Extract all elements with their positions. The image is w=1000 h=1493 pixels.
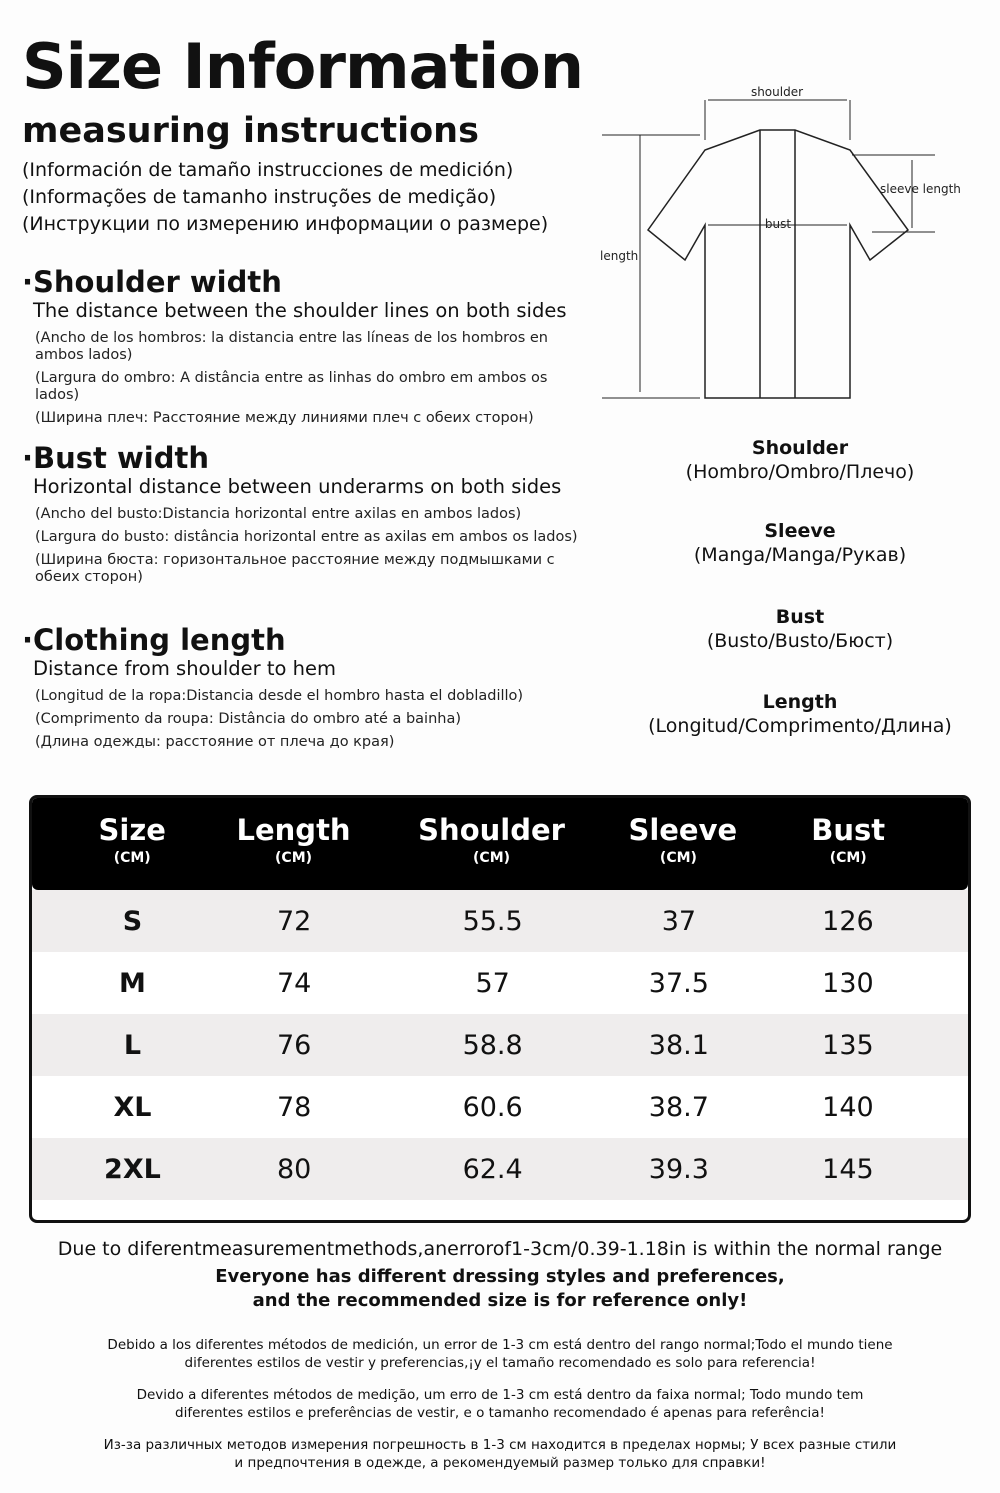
legend-translation: (Busto/Busto/Бюст) bbox=[706, 630, 894, 652]
garment-measurement-diagram: shoulder sleeve length bust length bbox=[600, 85, 961, 399]
table-cell: 74 bbox=[277, 967, 312, 999]
subtitle-translation-ru: (Инструкции по измерению информации о ра… bbox=[22, 213, 549, 235]
header-unit: (CM) bbox=[275, 850, 313, 866]
table-cell: S bbox=[122, 905, 143, 937]
table-cell: 57 bbox=[475, 967, 510, 999]
note-ru-2: и предпочтения в одежде, а рекомендуемый… bbox=[234, 1455, 766, 1471]
table-cell: 37 bbox=[661, 905, 697, 937]
header-unit: (CM) bbox=[659, 850, 697, 866]
legend-sleeve: Sleeve (Manga/Manga/Рукав) bbox=[620, 520, 980, 567]
table-cell: 76 bbox=[277, 1029, 312, 1061]
table-cell: 2XL bbox=[104, 1153, 161, 1185]
translation: (Comprimento da roupa: Distância do ombr… bbox=[35, 711, 462, 727]
table-row: 2XL 80 62.4 39.3 145 bbox=[32, 1138, 968, 1200]
reference-note-2: and the recommended size is for referenc… bbox=[252, 1290, 748, 1311]
header-label: Shoulder bbox=[418, 813, 565, 847]
header-label: Bust bbox=[811, 813, 886, 847]
table-cell: XL bbox=[113, 1091, 152, 1123]
legend-term: Length bbox=[762, 691, 838, 713]
reference-note-1: Everyone has different dressing styles a… bbox=[215, 1266, 785, 1287]
legend-term: Sleeve bbox=[764, 520, 836, 542]
error-note: Due to diferentmeasurementmethods,anerro… bbox=[57, 1238, 943, 1260]
translation: (Largura do ombro: A distância entre as … bbox=[35, 370, 548, 403]
legend-term: Shoulder bbox=[751, 437, 849, 459]
shirt-outline-icon bbox=[646, 129, 910, 399]
legend-translation: (Manga/Manga/Рукав) bbox=[693, 544, 907, 566]
table-cell: 37.5 bbox=[648, 967, 709, 999]
table-cell: 55.5 bbox=[462, 905, 523, 937]
table-cell: M bbox=[119, 967, 146, 999]
translation: (Ширина бюста: горизонтальное расстояние… bbox=[35, 552, 555, 585]
translation: (Ширина плеч: Расстояние между линиями п… bbox=[35, 410, 534, 426]
header-cell: Bust (CM) bbox=[728, 798, 968, 890]
header-cell: Sleeve (CM) bbox=[628, 798, 738, 890]
header-cell: Size (CM) bbox=[32, 798, 232, 890]
header-unit: (CM) bbox=[113, 850, 151, 866]
legend-shoulder: Shoulder (Hombro/Ombro/Плечо) bbox=[620, 437, 980, 484]
legend-length: Length (Longitud/Comprimento/Длина) bbox=[620, 691, 980, 738]
table-row: M 74 57 37.5 130 bbox=[32, 952, 968, 1014]
page-title: Size Information bbox=[22, 30, 584, 103]
header-unit: (CM) bbox=[829, 850, 867, 866]
section-shoulder-width: ·Shoulder width The distance between the… bbox=[22, 266, 582, 427]
header-label: Size bbox=[98, 813, 166, 847]
table-cell: 126 bbox=[822, 905, 874, 937]
subtitle-translation-pt: (Informações de tamanho instruções de me… bbox=[22, 186, 497, 208]
diagram-label-sleeve: sleeve length bbox=[880, 182, 961, 196]
table-cell: 58.8 bbox=[462, 1029, 523, 1061]
header-cell: Shoulder (CM) bbox=[355, 798, 629, 890]
header-label: Sleeve bbox=[628, 813, 738, 847]
header-label: Length bbox=[236, 813, 351, 847]
diagram-label-length: length bbox=[600, 249, 638, 263]
legend-translation: (Longitud/Comprimento/Длина) bbox=[648, 715, 952, 737]
table-cell: 62.4 bbox=[462, 1153, 523, 1185]
section-description: Horizontal distance between underarms on… bbox=[33, 475, 562, 498]
table-row: L 76 58.8 38.1 135 bbox=[32, 1014, 968, 1076]
table-cell: 140 bbox=[822, 1091, 874, 1123]
note-es-1: Debido a los diferentes métodos de medic… bbox=[107, 1337, 893, 1353]
section-title: ·Bust width bbox=[22, 441, 209, 475]
subtitle-translation-es: (Información de tamaño instrucciones de … bbox=[22, 159, 514, 181]
note-ru-1: Из-за различных методов измерения погреш… bbox=[103, 1437, 897, 1453]
table-cell: 38.7 bbox=[648, 1091, 709, 1123]
note-es-2: diferentes estilos de vestir y preferenc… bbox=[184, 1355, 816, 1371]
header-unit: (CM) bbox=[473, 850, 511, 866]
section-bust-width: ·Bust width Horizontal distance between … bbox=[22, 442, 582, 586]
section-title: ·Shoulder width bbox=[22, 265, 282, 299]
header-cell: Length (CM) bbox=[232, 798, 354, 890]
table-row: S 72 55.5 37 126 bbox=[32, 890, 968, 952]
page-subtitle: measuring instructions bbox=[22, 111, 479, 151]
section-description: The distance between the shoulder lines … bbox=[33, 299, 567, 322]
table-cell: 130 bbox=[822, 967, 874, 999]
translation: (Longitud de la ropa:Distancia desde el … bbox=[35, 688, 524, 704]
table-body: S 72 55.5 37 126 M 74 57 37.5 130 L 76 58.8 38.1 135 XL… bbox=[32, 890, 968, 1200]
translation: (Largura do busto: distância horizontal … bbox=[35, 529, 578, 545]
diagram-label-shoulder: shoulder bbox=[751, 85, 803, 99]
section-title: ·Clothing length bbox=[22, 623, 286, 657]
note-pt-2: diferentes estilos e preferências de ves… bbox=[175, 1405, 825, 1421]
table-cell: L bbox=[123, 1029, 142, 1061]
table-cell: 60.6 bbox=[462, 1091, 523, 1123]
table-header: Size (CM) Length (CM) Shoulder (CM) Sleeve (CM)… bbox=[32, 798, 968, 890]
diagram-label-bust: bust bbox=[765, 217, 791, 231]
translation: (Ancho de los hombros: la distancia entr… bbox=[35, 330, 548, 363]
legend-term: Bust bbox=[775, 606, 825, 628]
table-cell: 72 bbox=[277, 905, 312, 937]
legend-translation: (Hombro/Ombro/Плечо) bbox=[685, 461, 915, 483]
section-clothing-length: ·Clothing length Distance from shoulder … bbox=[22, 624, 582, 751]
translation: (Длина одежды: расстояние от плеча до кр… bbox=[35, 734, 395, 750]
table-cell: 145 bbox=[822, 1153, 874, 1185]
table-cell: 78 bbox=[277, 1091, 312, 1123]
translation: (Ancho del busto:Distancia horizontal en… bbox=[35, 506, 522, 522]
table-cell: 80 bbox=[277, 1153, 312, 1185]
section-description: Distance from shoulder to hem bbox=[33, 657, 336, 680]
table-cell: 38.1 bbox=[648, 1029, 709, 1061]
legend-bust: Bust (Busto/Busto/Бюст) bbox=[620, 606, 980, 653]
table-cell: 39.3 bbox=[648, 1153, 709, 1185]
table-cell: 135 bbox=[822, 1029, 874, 1061]
note-pt-1: Devido a diferentes métodos de medição, … bbox=[136, 1387, 864, 1403]
size-chart-table: Size (CM) Length (CM) Shoulder (CM) Sleeve (CM)… bbox=[29, 795, 971, 1223]
table-row: XL 78 60.6 38.7 140 bbox=[32, 1076, 968, 1138]
